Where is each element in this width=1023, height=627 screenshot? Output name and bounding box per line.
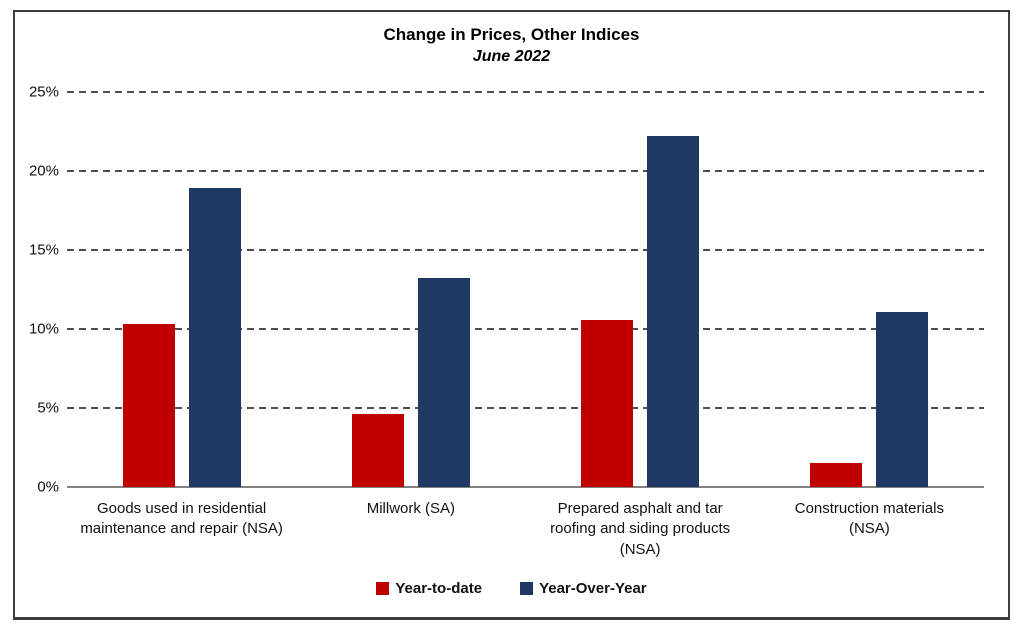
bar-group-1 <box>67 92 296 487</box>
chart-title: Change in Prices, Other Indices <box>383 25 640 44</box>
ytick-label-0: 0% <box>37 478 59 496</box>
chart-frame: Change in Prices, Other Indices June 202… <box>13 10 1010 620</box>
x-axis-labels: Goods used in residential maintenance an… <box>67 499 984 560</box>
bar-group-3 <box>526 92 755 487</box>
legend-label: Year-Over-Year <box>539 580 647 597</box>
bar-year-over-year-3 <box>647 136 700 487</box>
gridline-25 <box>67 91 984 93</box>
legend-swatch-icon <box>376 582 390 595</box>
bar-year-over-year-4 <box>876 311 929 487</box>
bar-year-over-year-1 <box>188 188 241 487</box>
bar-year-over-year-2 <box>417 278 470 487</box>
chart-subtitle: June 2022 <box>472 48 551 65</box>
gridline-5 <box>67 407 984 409</box>
legend: Year-to-date Year-Over-Year <box>15 580 1008 597</box>
legend-item-year-over-year: Year-Over-Year <box>520 580 647 597</box>
gridline-20 <box>67 170 984 172</box>
ytick-label-25: 25% <box>28 83 59 101</box>
ytick-label-15: 15% <box>28 241 59 259</box>
bar-year-to-date-3 <box>581 319 634 487</box>
bar-year-to-date-4 <box>810 463 863 487</box>
category-label-4: Construction materials (NSA) <box>794 500 944 538</box>
category-label-3: Prepared asphalt and tar roofing and sid… <box>550 500 731 558</box>
ytick-label-20: 20% <box>28 162 59 180</box>
legend-swatch-icon <box>520 582 534 595</box>
gridline-15 <box>67 249 984 251</box>
plot-area <box>67 91 984 488</box>
legend-item-year-to-date: Year-to-date <box>376 580 482 597</box>
ytick-label-5: 5% <box>37 399 59 417</box>
legend-label: Year-to-date <box>395 580 483 597</box>
bar-group-4 <box>755 92 984 487</box>
ytick-label-10: 10% <box>28 320 59 338</box>
category-label-1: Goods used in residential maintenance an… <box>80 500 283 538</box>
bar-year-to-date-2 <box>351 414 404 487</box>
bar-group-2 <box>296 92 525 487</box>
category-label-2: Millwork (SA) <box>366 500 456 517</box>
x-axis-line <box>67 486 984 488</box>
bar-year-to-date-1 <box>122 324 175 487</box>
gridline-10 <box>67 328 984 330</box>
